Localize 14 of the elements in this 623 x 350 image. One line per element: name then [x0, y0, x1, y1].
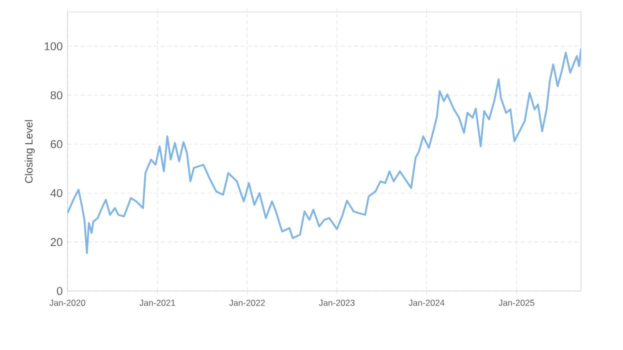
x-tick-label: Jan-2025 — [498, 300, 534, 306]
x-tick-label: Jan-2022 — [229, 300, 265, 306]
y-tick-label: 0 — [56, 286, 62, 296]
y-axis-title: Closing Level — [24, 120, 35, 183]
x-tick-label: Jan-2024 — [408, 300, 444, 306]
x-tick-label: Jan-2020 — [50, 300, 86, 306]
x-tick-label: Jan-2021 — [140, 300, 176, 306]
line-series — [68, 48, 582, 254]
y-tick-label: 60 — [50, 140, 62, 148]
y-tick-label: 100 — [44, 42, 62, 50]
y-tick-label: 40 — [50, 189, 62, 198]
y-tick-label: 80 — [50, 91, 62, 100]
y-tick-label: 20 — [50, 238, 62, 246]
x-tick-label: Jan-2023 — [318, 300, 355, 306]
